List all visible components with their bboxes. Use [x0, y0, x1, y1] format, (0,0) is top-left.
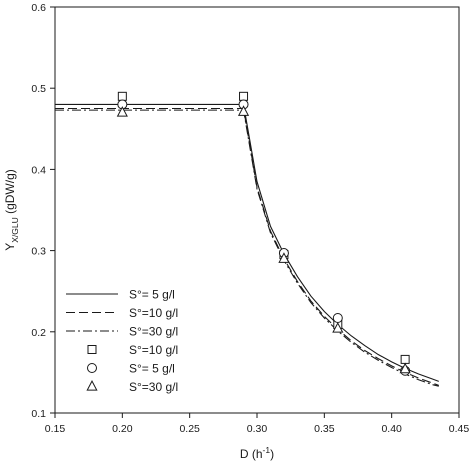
y-tick-label: 0.6	[31, 2, 46, 14]
legend-marker-triangle	[86, 380, 98, 391]
axes: 0.15 0.20 0.25 0.30 0.35 0.40 0.45 0.1 0.2 0.3 0.4…	[3, 2, 469, 461]
y-tick-label: 0.2	[31, 327, 46, 339]
data-point-triangle	[278, 252, 290, 263]
y-axis-title: YX/GLU (gDW/g)	[3, 169, 20, 251]
legend-label: S°=30 g/l	[129, 325, 178, 339]
data-point-circle	[332, 312, 343, 323]
y-tick-label: 0.3	[31, 246, 46, 258]
series-line-0	[55, 103, 439, 382]
x-tick-label: 0.30	[247, 423, 268, 435]
data-point-square	[117, 91, 127, 101]
legend-marker-circle	[87, 363, 97, 373]
data-point-square	[400, 354, 410, 364]
legend-marker-square	[87, 345, 97, 354]
y-tick-label: 0.5	[31, 83, 46, 95]
x-tick-label: 0.40	[381, 423, 402, 435]
y-tick-label: 0.1	[31, 408, 46, 420]
legend-label: S°= 5 g/l	[129, 362, 175, 376]
legend-label: S°= 5 g/l	[129, 288, 175, 302]
data-point-triangle	[116, 106, 128, 117]
x-tick-label: 0.45	[449, 423, 470, 435]
legend-label: S°=10 g/l	[129, 306, 178, 320]
data-point-square	[239, 91, 249, 101]
legend: S°= 5 g/l S°=10 g/l S°=30 g/l S°=10 g/l S°= …	[66, 288, 178, 394]
y-tick-label: 0.4	[31, 164, 46, 176]
x-tick-label: 0.35	[314, 423, 335, 435]
legend-label: S°=30 g/l	[129, 380, 178, 394]
legend-label: S°=10 g/l	[129, 343, 178, 357]
data-point-triangle	[237, 105, 250, 116]
plot-frame	[54, 6, 460, 414]
plot-area	[55, 91, 439, 387]
x-tick-label: 0.20	[112, 423, 133, 435]
x-tick-label: 0.25	[179, 423, 200, 435]
data-point-triangle	[332, 322, 344, 333]
series-line-2	[55, 109, 439, 387]
x-axis-title: D (h-1)	[240, 445, 274, 461]
data-point-triangle	[399, 362, 411, 374]
x-tick-label: 0.15	[45, 423, 66, 435]
series-line-1	[55, 107, 439, 386]
